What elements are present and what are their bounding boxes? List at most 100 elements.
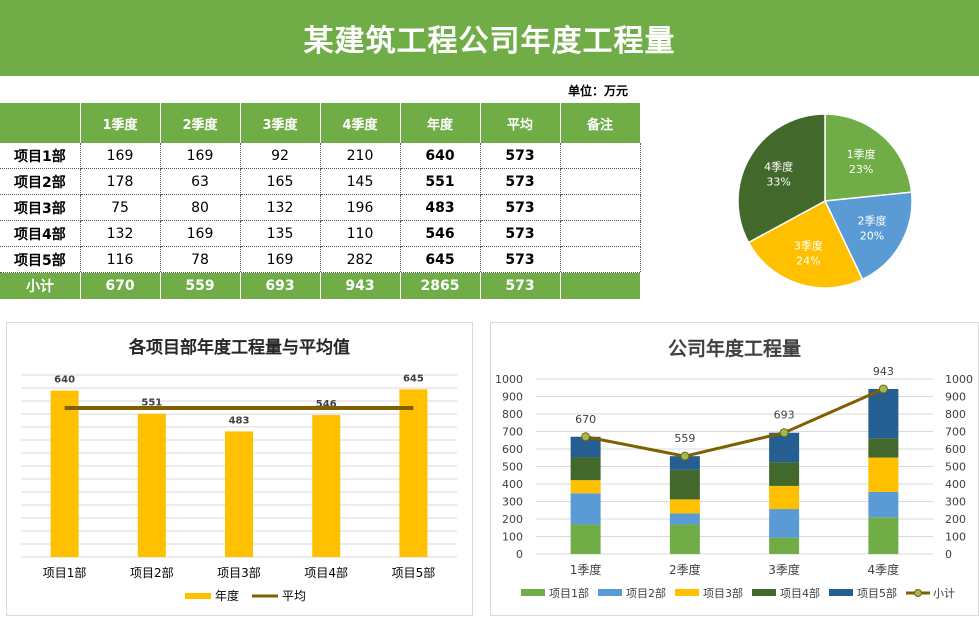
stack-segment — [769, 462, 800, 486]
total-data-label: 559 — [674, 432, 695, 445]
cell-note[interactable] — [560, 168, 641, 195]
header-cell: 1季度 — [80, 103, 161, 143]
y-tick-label-right: 200 — [945, 513, 966, 526]
cell-year[interactable]: 551 — [400, 168, 481, 195]
total-note[interactable] — [560, 272, 641, 299]
x-tick-label: 项目4部 — [304, 565, 348, 580]
legend-swatch — [521, 589, 545, 596]
bar-data-label: 640 — [54, 375, 75, 386]
cell-q3[interactable]: 135 — [240, 220, 321, 247]
cell-year[interactable]: 546 — [400, 220, 481, 247]
cell-note[interactable] — [560, 220, 641, 247]
pie-slice — [747, 199, 864, 289]
cell-year[interactable]: 483 — [400, 194, 481, 221]
cell-q3[interactable]: 169 — [240, 246, 321, 273]
table-row: 项目2部 178 63 165 145 551 573 — [0, 168, 641, 195]
legend-label: 小计 — [933, 587, 955, 600]
stack-segment — [868, 517, 899, 554]
y-tick-label-left: 800 — [502, 408, 523, 421]
header-cell — [0, 103, 81, 143]
total-q3[interactable]: 693 — [240, 272, 321, 299]
cell-avg[interactable]: 573 — [480, 194, 561, 221]
total-year[interactable]: 2865 — [400, 272, 481, 299]
cell-avg[interactable]: 573 — [480, 143, 561, 169]
cell-q4[interactable]: 196 — [320, 194, 401, 221]
y-tick-label-right: 700 — [945, 426, 966, 439]
legend-swatch — [752, 589, 776, 596]
cell-q2[interactable]: 63 — [160, 168, 241, 195]
cell-q3[interactable]: 92 — [240, 143, 321, 169]
stack-segment — [669, 469, 700, 500]
total-avg[interactable]: 573 — [480, 272, 561, 299]
cell-q2[interactable]: 169 — [160, 220, 241, 247]
total-point — [878, 384, 888, 394]
bar — [312, 415, 341, 557]
stack-segment — [570, 436, 601, 458]
total-q4[interactable]: 943 — [320, 272, 401, 299]
x-tick-label: 3季度 — [768, 562, 800, 577]
stack-segment — [769, 432, 800, 463]
cell-q4[interactable]: 210 — [320, 143, 401, 169]
y-tick-label-right: 400 — [945, 478, 966, 491]
y-tick-label-left: 900 — [502, 391, 523, 404]
x-tick-label: 项目1部 — [43, 565, 87, 580]
cell-q4[interactable]: 110 — [320, 220, 401, 247]
pie-category-label: 3季度 — [794, 238, 823, 252]
stack-segment — [669, 456, 700, 470]
total-q1[interactable]: 670 — [80, 272, 161, 299]
cell-year[interactable]: 645 — [400, 246, 481, 273]
cell-q1[interactable]: 178 — [80, 168, 161, 195]
total-point — [680, 451, 690, 461]
cell-avg[interactable]: 573 — [480, 168, 561, 195]
stack-segment — [570, 457, 601, 481]
cell-q4[interactable]: 145 — [320, 168, 401, 195]
cell-note[interactable] — [560, 246, 641, 273]
legend-label: 项目3部 — [703, 586, 743, 600]
cell-q1[interactable]: 116 — [80, 246, 161, 273]
legend-swatch — [675, 589, 699, 596]
x-tick-label: 4季度 — [868, 562, 900, 577]
stack-segment — [769, 537, 800, 554]
stack-segment — [669, 513, 700, 525]
cell-q3[interactable]: 132 — [240, 194, 321, 221]
cell-q3[interactable]: 165 — [240, 168, 321, 195]
cell-avg[interactable]: 573 — [480, 246, 561, 273]
y-tick-label-left: 500 — [502, 461, 523, 474]
table-row: 项目3部 75 80 132 196 483 573 — [0, 194, 641, 221]
cell-q2[interactable]: 169 — [160, 143, 241, 169]
pie-category-label: 1季度 — [847, 147, 876, 161]
x-tick-label: 项目2部 — [130, 565, 174, 580]
y-tick-label-left: 100 — [502, 531, 523, 544]
cell-q1[interactable]: 169 — [80, 143, 161, 169]
cell-q2[interactable]: 80 — [160, 194, 241, 221]
header-cell: 年度 — [400, 103, 481, 143]
cell-year[interactable]: 640 — [400, 143, 481, 169]
total-line — [585, 387, 884, 458]
stack-segment — [868, 438, 899, 458]
stack-segment — [570, 524, 601, 554]
y-tick-label-right: 1000 — [945, 373, 973, 386]
stack-segment — [769, 485, 800, 510]
pie-category-label: 2季度 — [858, 213, 887, 227]
cell-q1[interactable]: 75 — [80, 194, 161, 221]
table-row: 项目4部 132 169 135 110 546 573 — [0, 220, 641, 247]
bar — [137, 413, 166, 557]
cell-q1[interactable]: 132 — [80, 220, 161, 247]
bar-data-label: 551 — [141, 398, 162, 409]
cell-note[interactable] — [560, 143, 641, 169]
stack-segment — [868, 457, 899, 492]
row-label: 项目4部 — [0, 220, 81, 247]
total-row: 小计 670 559 693 943 2865 573 — [0, 272, 641, 299]
cell-note[interactable] — [560, 194, 641, 221]
pie-percent-label: 23% — [849, 163, 873, 176]
y-tick-label-right: 0 — [945, 548, 952, 561]
y-tick-label-right: 300 — [945, 496, 966, 509]
company-stacked-chart: 公司年度工程量 0 0 100 100 200 200 300 300 400 400 500 500 6… — [495, 337, 973, 600]
table-row: 项目1部 169 169 92 210 640 573 — [0, 143, 641, 169]
cell-q2[interactable]: 78 — [160, 246, 241, 273]
total-q2[interactable]: 559 — [160, 272, 241, 299]
cell-q4[interactable]: 282 — [320, 246, 401, 273]
cell-avg[interactable]: 573 — [480, 220, 561, 247]
legend-swatch — [829, 589, 853, 596]
bar — [225, 431, 253, 557]
